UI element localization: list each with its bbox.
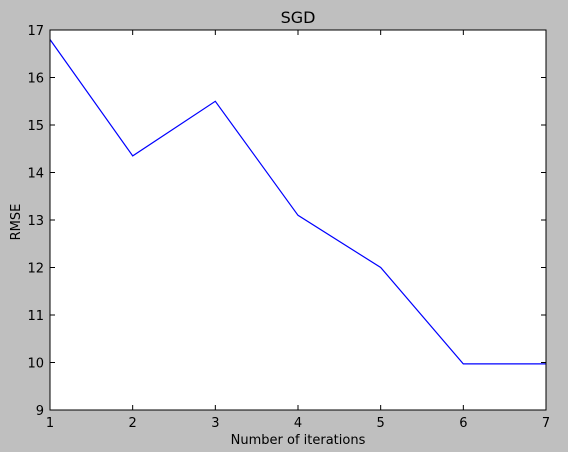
y-tick-label: 13	[27, 214, 44, 229]
y-axis-label: RMSE	[9, 204, 24, 241]
y-tick-label: 11	[27, 309, 44, 324]
x-tick-label: 2	[129, 416, 137, 431]
x-tick-label: 3	[211, 416, 219, 431]
y-tick-label: 12	[27, 262, 44, 277]
x-tick-label: 4	[294, 416, 302, 431]
y-tick-label: 17	[27, 24, 44, 39]
chart-title: SGD	[281, 8, 316, 27]
plot-area	[50, 30, 546, 410]
y-tick-label: 15	[27, 119, 44, 134]
y-tick-label: 9	[36, 404, 44, 419]
plot-frame	[49, 29, 547, 411]
x-tick-label: 6	[459, 416, 467, 431]
y-tick-label: 10	[27, 357, 44, 372]
y-tick-label: 14	[27, 167, 44, 182]
series-layer	[49, 39, 546, 365]
x-axis-label: Number of iterations	[231, 433, 366, 448]
x-tick-label: 7	[542, 416, 550, 431]
series-line	[49, 39, 546, 365]
y-tick-label: 16	[27, 72, 44, 87]
x-tick-label: 1	[46, 416, 54, 431]
x-tick-label: 5	[377, 416, 385, 431]
